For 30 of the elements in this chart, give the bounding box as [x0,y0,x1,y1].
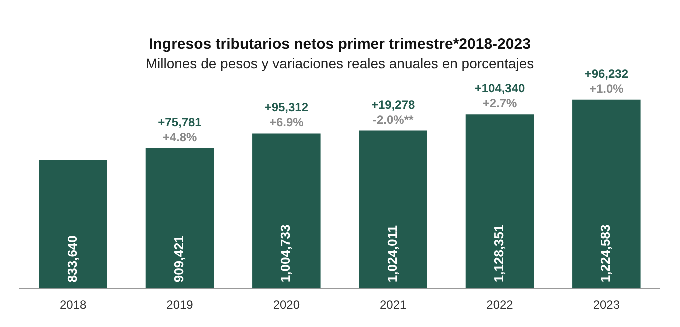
x-tick-label: 2020 [273,298,300,312]
data-label: 909,421 [172,236,187,283]
data-label: 1,024,011 [384,225,400,283]
data-label: 1,004,733 [278,224,294,283]
chart-title: Ingresos tributarios netos primer trimestre*2018-2023 [149,36,531,54]
x-tick-label: 2023 [593,298,620,312]
annotation: +96,232 [584,66,629,81]
bar [39,160,108,289]
x-tick-label: 2019 [166,298,194,312]
bar [466,114,534,289]
annotation: +75,781 [158,115,202,130]
data-label: 833,640 [64,236,80,283]
bar [146,148,214,289]
annotation: +19,278 [371,98,416,112]
annotation: +4.8% [162,130,198,144]
x-tick-label: 2018 [60,298,88,312]
annotation: +2.7% [482,96,518,111]
data-label: 1,128,351 [492,224,507,283]
x-tick-label: 2021 [380,298,408,312]
bar [252,134,321,289]
annotation: +1.0% [589,82,624,96]
annotation: -2.0%** [372,112,414,127]
annotation: +95,312 [264,100,309,115]
data-label: 1,224,583 [598,224,614,283]
chart-subtitle: Millones de pesos y variaciones reales anuales en porcentajes [146,55,534,72]
annotation: +104,340 [474,82,526,96]
annotation: +6.9% [269,116,304,130]
bar [359,130,428,289]
x-tick-label: 2022 [486,298,514,312]
bar [572,100,641,289]
